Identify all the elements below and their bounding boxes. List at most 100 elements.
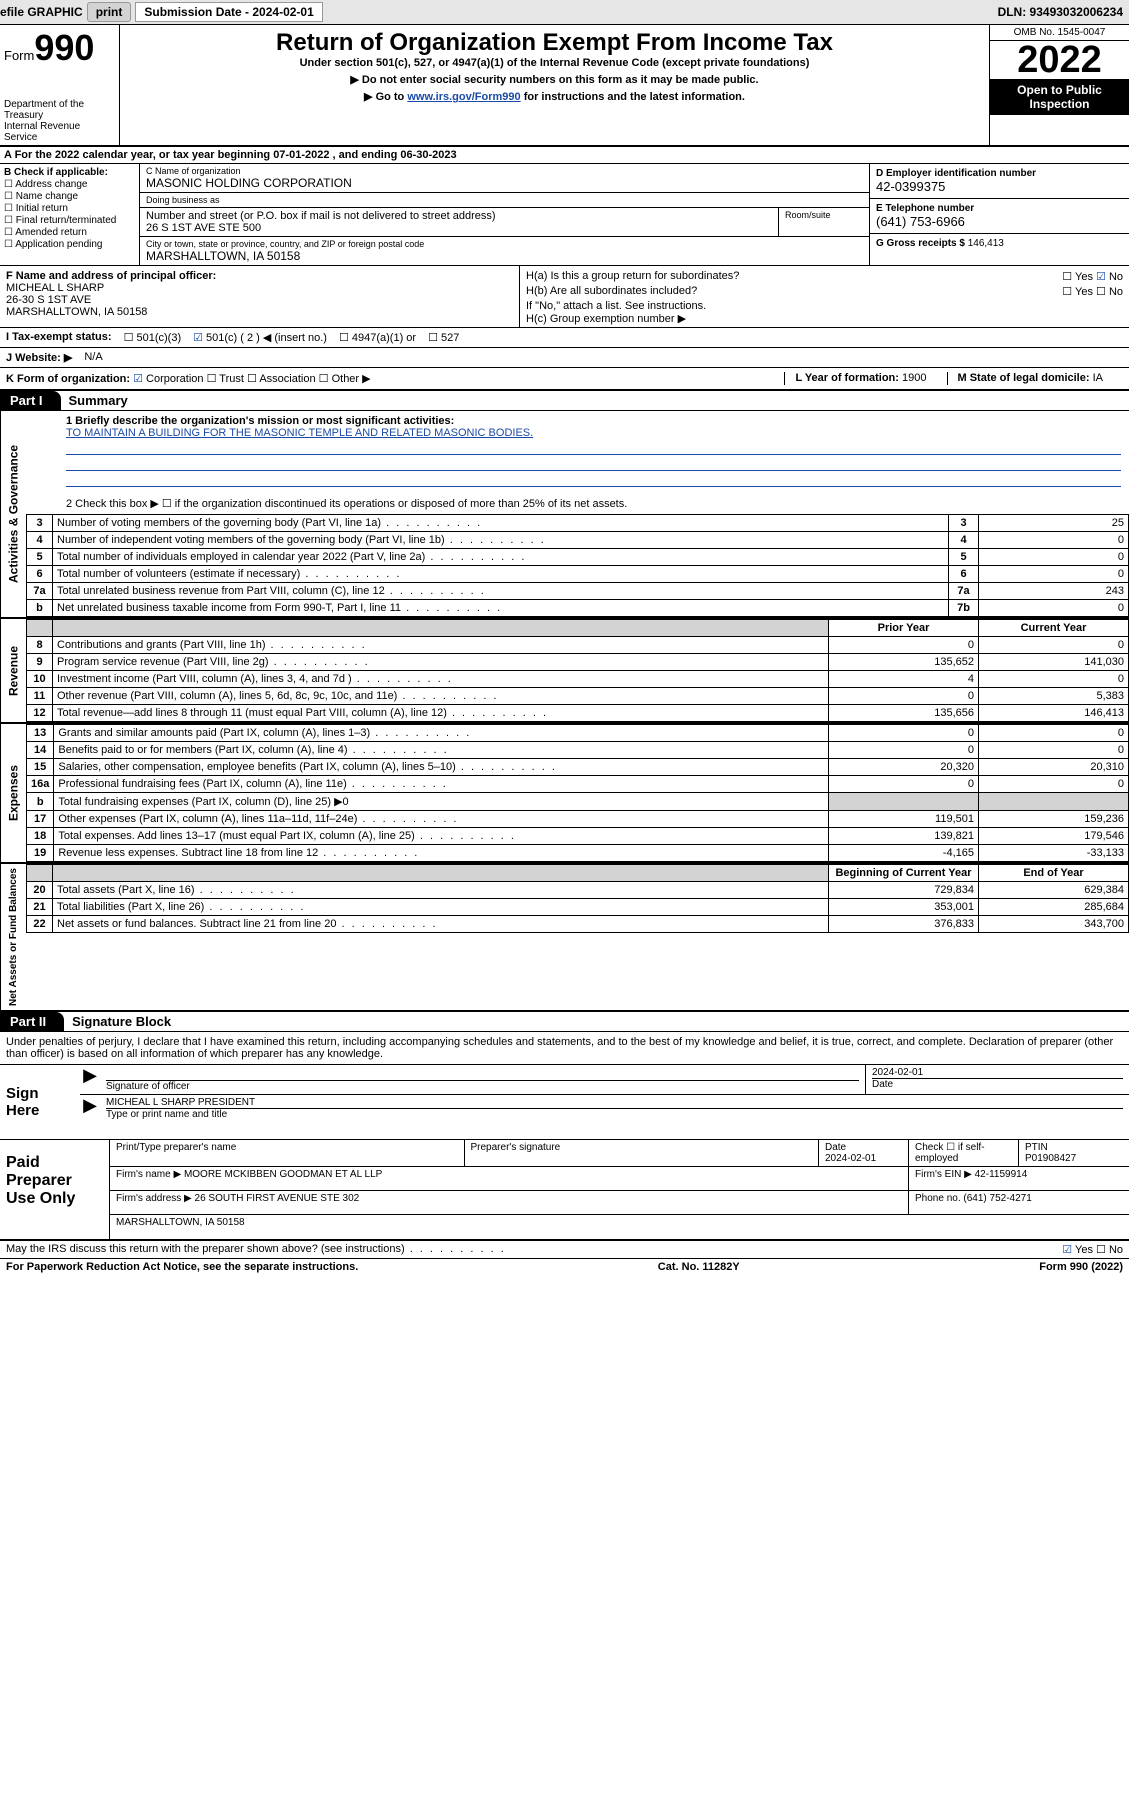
501c-check[interactable]: 501(c) ( 2 ) ◀ (insert no.) bbox=[193, 332, 327, 344]
current-value: 0 bbox=[979, 671, 1129, 688]
mission-blank bbox=[66, 473, 1121, 487]
form-subtitle: Under section 501(c), 527, or 4947(a)(1)… bbox=[130, 57, 979, 69]
ein-label: D Employer identification number bbox=[876, 168, 1123, 179]
line-desc: Number of voting members of the governin… bbox=[53, 515, 949, 532]
527-check[interactable]: 527 bbox=[428, 332, 459, 344]
prior-value: 0 bbox=[829, 688, 979, 705]
revenue-table: Prior YearCurrent Year8Contributions and… bbox=[26, 619, 1129, 722]
telephone-label: E Telephone number bbox=[876, 203, 1123, 214]
revenue-section: Revenue Prior YearCurrent Year8Contribut… bbox=[0, 619, 1129, 724]
org-name: MASONIC HOLDING CORPORATION bbox=[146, 176, 863, 190]
trust-check[interactable]: Trust bbox=[207, 373, 244, 385]
sig-arrow-icon: ▶ bbox=[80, 1065, 100, 1094]
line-desc: Other revenue (Part VIII, column (A), li… bbox=[53, 688, 829, 705]
self-employed-check[interactable]: Check ☐ if self-employed bbox=[915, 1142, 1012, 1164]
net-assets-vtab: Net Assets or Fund Balances bbox=[0, 864, 26, 1010]
officer-group-block: F Name and address of principal officer:… bbox=[0, 266, 1129, 328]
4947-check[interactable]: 4947(a)(1) or bbox=[339, 332, 416, 344]
org-info-block: B Check if applicable: Address change Na… bbox=[0, 164, 1129, 266]
city-value: MARSHALLTOWN, IA 50158 bbox=[146, 249, 863, 263]
line-desc: Total number of volunteers (estimate if … bbox=[53, 566, 949, 583]
application-pending-check[interactable]: Application pending bbox=[4, 239, 135, 250]
sign-here-label: Sign Here bbox=[0, 1065, 80, 1139]
line-num: 19 bbox=[27, 845, 54, 862]
officer-city: MARSHALLTOWN, IA 50158 bbox=[6, 306, 513, 318]
irs-link[interactable]: www.irs.gov/Form990 bbox=[407, 91, 520, 103]
website-value: N/A bbox=[78, 348, 108, 367]
sig-date-label: Date bbox=[872, 1078, 1123, 1090]
revenue-vtab: Revenue bbox=[0, 619, 26, 722]
other-check[interactable]: Other ▶ bbox=[319, 373, 371, 385]
efile-label: efile GRAPHIC bbox=[0, 5, 83, 19]
hb-note: If "No," attach a list. See instructions… bbox=[526, 300, 1123, 312]
officer-printed-name: MICHEAL L SHARP PRESIDENT bbox=[106, 1097, 1123, 1109]
line-num: 15 bbox=[27, 759, 54, 776]
line-desc: Total fundraising expenses (Part IX, col… bbox=[54, 793, 829, 811]
officer-signature-line[interactable] bbox=[106, 1067, 859, 1081]
irs-label: Internal Revenue Service bbox=[4, 121, 115, 143]
sig-arrow-icon: ▶ bbox=[80, 1095, 100, 1123]
current-year-hdr: Current Year bbox=[979, 620, 1129, 637]
prior-value: -4,165 bbox=[829, 845, 979, 862]
prior-value: 119,501 bbox=[829, 811, 979, 828]
line-value: 0 bbox=[979, 549, 1129, 566]
corporation-check[interactable]: Corporation bbox=[133, 373, 203, 385]
line-desc: Revenue less expenses. Subtract line 18 … bbox=[54, 845, 829, 862]
initial-return-check[interactable]: Initial return bbox=[4, 203, 135, 214]
hb-yes[interactable]: Yes bbox=[1062, 286, 1093, 298]
mission-blank bbox=[66, 457, 1121, 471]
line-desc: Net unrelated business taxable income fr… bbox=[53, 600, 949, 617]
line-num: 8 bbox=[27, 637, 53, 654]
line-desc: Investment income (Part VIII, column (A)… bbox=[53, 671, 829, 688]
name-change-check[interactable]: Name change bbox=[4, 191, 135, 202]
form-of-org-row: K Form of organization: Corporation Trus… bbox=[0, 368, 1129, 391]
line-num: b bbox=[27, 793, 54, 811]
ssn-warning: ▶ Do not enter social security numbers o… bbox=[130, 73, 979, 86]
officer-sig-label: Signature of officer bbox=[106, 1081, 859, 1092]
discuss-yes[interactable]: Yes bbox=[1062, 1244, 1093, 1256]
line-value: 0 bbox=[979, 600, 1129, 617]
printed-name-label: Type or print name and title bbox=[106, 1109, 1123, 1120]
prior-value: 4 bbox=[829, 671, 979, 688]
part1-tab: Part I bbox=[0, 391, 61, 410]
print-button[interactable]: print bbox=[87, 2, 132, 22]
ha-no[interactable]: No bbox=[1096, 271, 1123, 283]
line-desc: Total liabilities (Part X, line 26) bbox=[53, 899, 829, 916]
current-value: 20,310 bbox=[979, 759, 1129, 776]
firm-address1: 26 SOUTH FIRST AVENUE STE 302 bbox=[195, 1193, 360, 1204]
ha-yes[interactable]: Yes bbox=[1062, 271, 1093, 283]
line-value: 243 bbox=[979, 583, 1129, 600]
line-num: 21 bbox=[27, 899, 53, 916]
prior-value: 20,320 bbox=[829, 759, 979, 776]
tax-exempt-row: I Tax-exempt status: 501(c)(3) 501(c) ( … bbox=[0, 328, 1129, 348]
prior-value: 376,833 bbox=[829, 916, 979, 933]
line-desc: Benefits paid to or for members (Part IX… bbox=[54, 742, 829, 759]
ein-value: 42-0399375 bbox=[876, 179, 1123, 194]
current-value: 146,413 bbox=[979, 705, 1129, 722]
discuss-no[interactable]: No bbox=[1096, 1244, 1123, 1256]
address-change-check[interactable]: Address change bbox=[4, 179, 135, 190]
instructions-link-row: ▶ Go to www.irs.gov/Form990 for instruct… bbox=[130, 90, 979, 103]
line-desc: Number of independent voting members of … bbox=[53, 532, 949, 549]
hb-no[interactable]: No bbox=[1096, 286, 1123, 298]
year-formation: 1900 bbox=[902, 372, 926, 384]
final-return-check[interactable]: Final return/terminated bbox=[4, 215, 135, 226]
association-check[interactable]: Association bbox=[247, 373, 316, 385]
firm-name: MOORE MCKIBBEN GOODMAN ET AL LLP bbox=[184, 1169, 382, 1180]
mission-block: 1 Briefly describe the organization's mi… bbox=[26, 411, 1129, 493]
line-box: 4 bbox=[949, 532, 979, 549]
city-label: City or town, state or province, country… bbox=[146, 239, 863, 249]
part1-title: Summary bbox=[61, 393, 128, 408]
expenses-vtab: Expenses bbox=[0, 724, 26, 862]
officer-name: MICHEAL L SHARP bbox=[6, 282, 513, 294]
street-label: Number and street (or P.O. box if mail i… bbox=[146, 210, 772, 222]
check-if-applicable: B Check if applicable: Address change Na… bbox=[0, 164, 140, 265]
line-box: 7a bbox=[949, 583, 979, 600]
top-bar: efile GRAPHIC print Submission Date - 20… bbox=[0, 0, 1129, 25]
part2-title: Signature Block bbox=[64, 1014, 171, 1029]
amended-return-check[interactable]: Amended return bbox=[4, 227, 135, 238]
prior-year-hdr: Prior Year bbox=[829, 620, 979, 637]
part1-header: Part I Summary bbox=[0, 391, 1129, 411]
501c3-check[interactable]: 501(c)(3) bbox=[124, 332, 182, 344]
footer-row: For Paperwork Reduction Act Notice, see … bbox=[0, 1259, 1129, 1275]
